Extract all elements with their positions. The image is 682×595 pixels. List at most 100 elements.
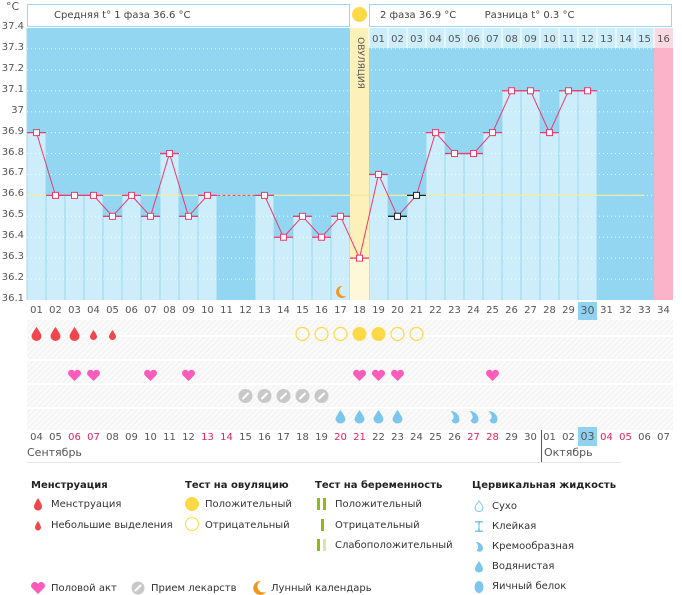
temperature-point — [394, 212, 401, 220]
cycle-day-label[interactable]: 13 — [258, 305, 271, 316]
calendar-date-label[interactable]: 14 — [220, 432, 233, 443]
cycle-day-label[interactable]: 03 — [68, 305, 81, 316]
legend-intercourse: Половой акт — [51, 583, 117, 594]
calendar-date-label[interactable]: 19 — [315, 432, 328, 443]
y-tick-label: 37.2 — [1, 62, 24, 74]
calendar-date-label[interactable]: 20 — [334, 432, 347, 443]
cycle-day-label[interactable]: 02 — [49, 305, 62, 316]
cervical-creamy-icon — [488, 411, 498, 424]
cycle-day-label[interactable]: 16 — [315, 305, 328, 316]
calendar-date-label[interactable]: 02 — [562, 432, 575, 443]
cycle-day-label[interactable]: 26 — [505, 305, 518, 316]
calendar-date-label[interactable]: 12 — [182, 432, 195, 443]
temperature-point — [451, 150, 458, 158]
y-tick-label: 37.4 — [1, 21, 24, 32]
calendar-date-label[interactable]: 24 — [410, 432, 423, 443]
phase2-day-number: 07 — [486, 34, 499, 45]
ovulation-sun-icon — [352, 7, 367, 22]
calendar-date-label[interactable]: 17 — [277, 432, 290, 443]
cycle-day-label[interactable]: 28 — [543, 305, 556, 316]
phase2-day-number: 01 — [372, 34, 385, 45]
ovulation-negative-icon — [295, 326, 310, 342]
moon-icon — [253, 580, 266, 595]
cycle-day-label[interactable]: 04 — [87, 305, 100, 316]
calendar-date-label[interactable]: 30 — [524, 432, 537, 443]
cycle-day-label[interactable]: 25 — [486, 305, 499, 316]
calendar-date-label[interactable]: 04 — [600, 432, 613, 443]
cycle-day-label[interactable]: 09 — [182, 305, 195, 316]
cycle-day-label[interactable]: 05 — [106, 305, 119, 316]
cycle-day-label[interactable]: 23 — [448, 305, 461, 316]
cycle-day-label[interactable]: 33 — [638, 305, 651, 316]
cycle-day-label[interactable]: 15 — [296, 305, 309, 316]
cycle-day-label[interactable]: 06 — [125, 305, 138, 316]
calendar-date-label[interactable]: 06 — [68, 432, 81, 443]
calendar-date-label[interactable]: 18 — [296, 432, 309, 443]
calendar-date-label[interactable]: 03 — [578, 427, 597, 446]
cycle-day-label[interactable]: 32 — [619, 305, 632, 316]
calendar-date-label[interactable]: 11 — [163, 432, 176, 443]
cycle-day-label[interactable]: 29 — [562, 305, 575, 316]
calendar-date-label[interactable]: 13 — [201, 432, 214, 443]
cycle-day-label[interactable]: 21 — [410, 305, 423, 316]
cycle-day-label[interactable]: 14 — [277, 305, 290, 316]
light-spotting-drop-icon — [109, 330, 116, 340]
pregnancy-negative-icon — [321, 519, 324, 531]
cycle-day-label[interactable]: 34 — [657, 305, 670, 316]
pregnancy-positive-icon — [317, 498, 320, 510]
temperature-bar — [27, 132, 46, 300]
next-period-column — [654, 28, 673, 300]
cycle-day-label[interactable]: 17 — [334, 305, 347, 316]
cycle-day-label[interactable]: 12 — [239, 305, 252, 316]
temperature-point — [33, 129, 40, 137]
temperature-bar — [464, 153, 483, 300]
calendar-date-label[interactable]: 05 — [619, 432, 632, 443]
calendar-date-label[interactable]: 06 — [638, 432, 651, 443]
cycle-day-label[interactable]: 01 — [30, 305, 43, 316]
cycle-day-label[interactable]: 20 — [391, 305, 404, 316]
temperature-point — [413, 191, 420, 199]
cycle-day-label[interactable]: 07 — [144, 305, 157, 316]
legend-pregnancy-test-title: Тест на беременность — [315, 480, 443, 491]
intercourse-heart-icon — [87, 369, 100, 381]
calendar-date-label[interactable]: 29 — [505, 432, 518, 443]
calendar-date-label[interactable]: 15 — [239, 432, 252, 443]
calendar-date-label[interactable]: 04 — [30, 432, 43, 443]
moon-icon — [336, 285, 347, 298]
cycle-day-label[interactable]: 31 — [600, 305, 613, 316]
temperature-chart — [26, 28, 673, 301]
menstruation-drop-icon — [34, 498, 42, 511]
cycle-day-label[interactable]: 08 — [163, 305, 176, 316]
cycle-day-label[interactable]: 27 — [524, 305, 537, 316]
cycle-day-label[interactable]: 18 — [353, 305, 366, 316]
calendar-date-label[interactable]: 10 — [144, 432, 157, 443]
calendar-date-label[interactable]: 22 — [372, 432, 385, 443]
temperature-line-segment — [169, 153, 189, 217]
intercourse-heart-icon — [486, 369, 499, 381]
intercourse-row — [27, 361, 673, 383]
calendar-date-label[interactable]: 07 — [657, 432, 670, 443]
calendar-date-label[interactable]: 26 — [448, 432, 461, 443]
temperature-line-segment — [416, 132, 436, 196]
cycle-day-label[interactable]: 30 — [578, 302, 597, 320]
calendar-date-label[interactable]: 25 — [429, 432, 442, 443]
next-period-header-cell — [654, 28, 673, 48]
cycle-day-label[interactable]: 11 — [220, 305, 233, 316]
cycle-day-label[interactable]: 10 — [201, 305, 214, 316]
calendar-date-label[interactable]: 16 — [258, 432, 271, 443]
cycle-day-label[interactable]: 22 — [429, 305, 442, 316]
calendar-date-label[interactable]: 28 — [486, 432, 499, 443]
temperature-point — [337, 212, 344, 220]
calendar-date-label[interactable]: 05 — [49, 432, 62, 443]
calendar-date-label[interactable]: 27 — [467, 432, 480, 443]
cycle-day-label[interactable]: 24 — [467, 305, 480, 316]
calendar-date-label[interactable]: 07 — [87, 432, 100, 443]
calendar-date-label[interactable]: 09 — [125, 432, 138, 443]
temperature-point — [71, 191, 78, 199]
cycle-day-label[interactable]: 19 — [372, 305, 385, 316]
calendar-date-label[interactable]: 21 — [353, 432, 366, 443]
calendar-date-label[interactable]: 01 — [543, 432, 556, 443]
calendar-date-label[interactable]: 08 — [106, 432, 119, 443]
calendar-date-label[interactable]: 23 — [391, 432, 404, 443]
menstruation-drop-icon — [50, 327, 61, 341]
